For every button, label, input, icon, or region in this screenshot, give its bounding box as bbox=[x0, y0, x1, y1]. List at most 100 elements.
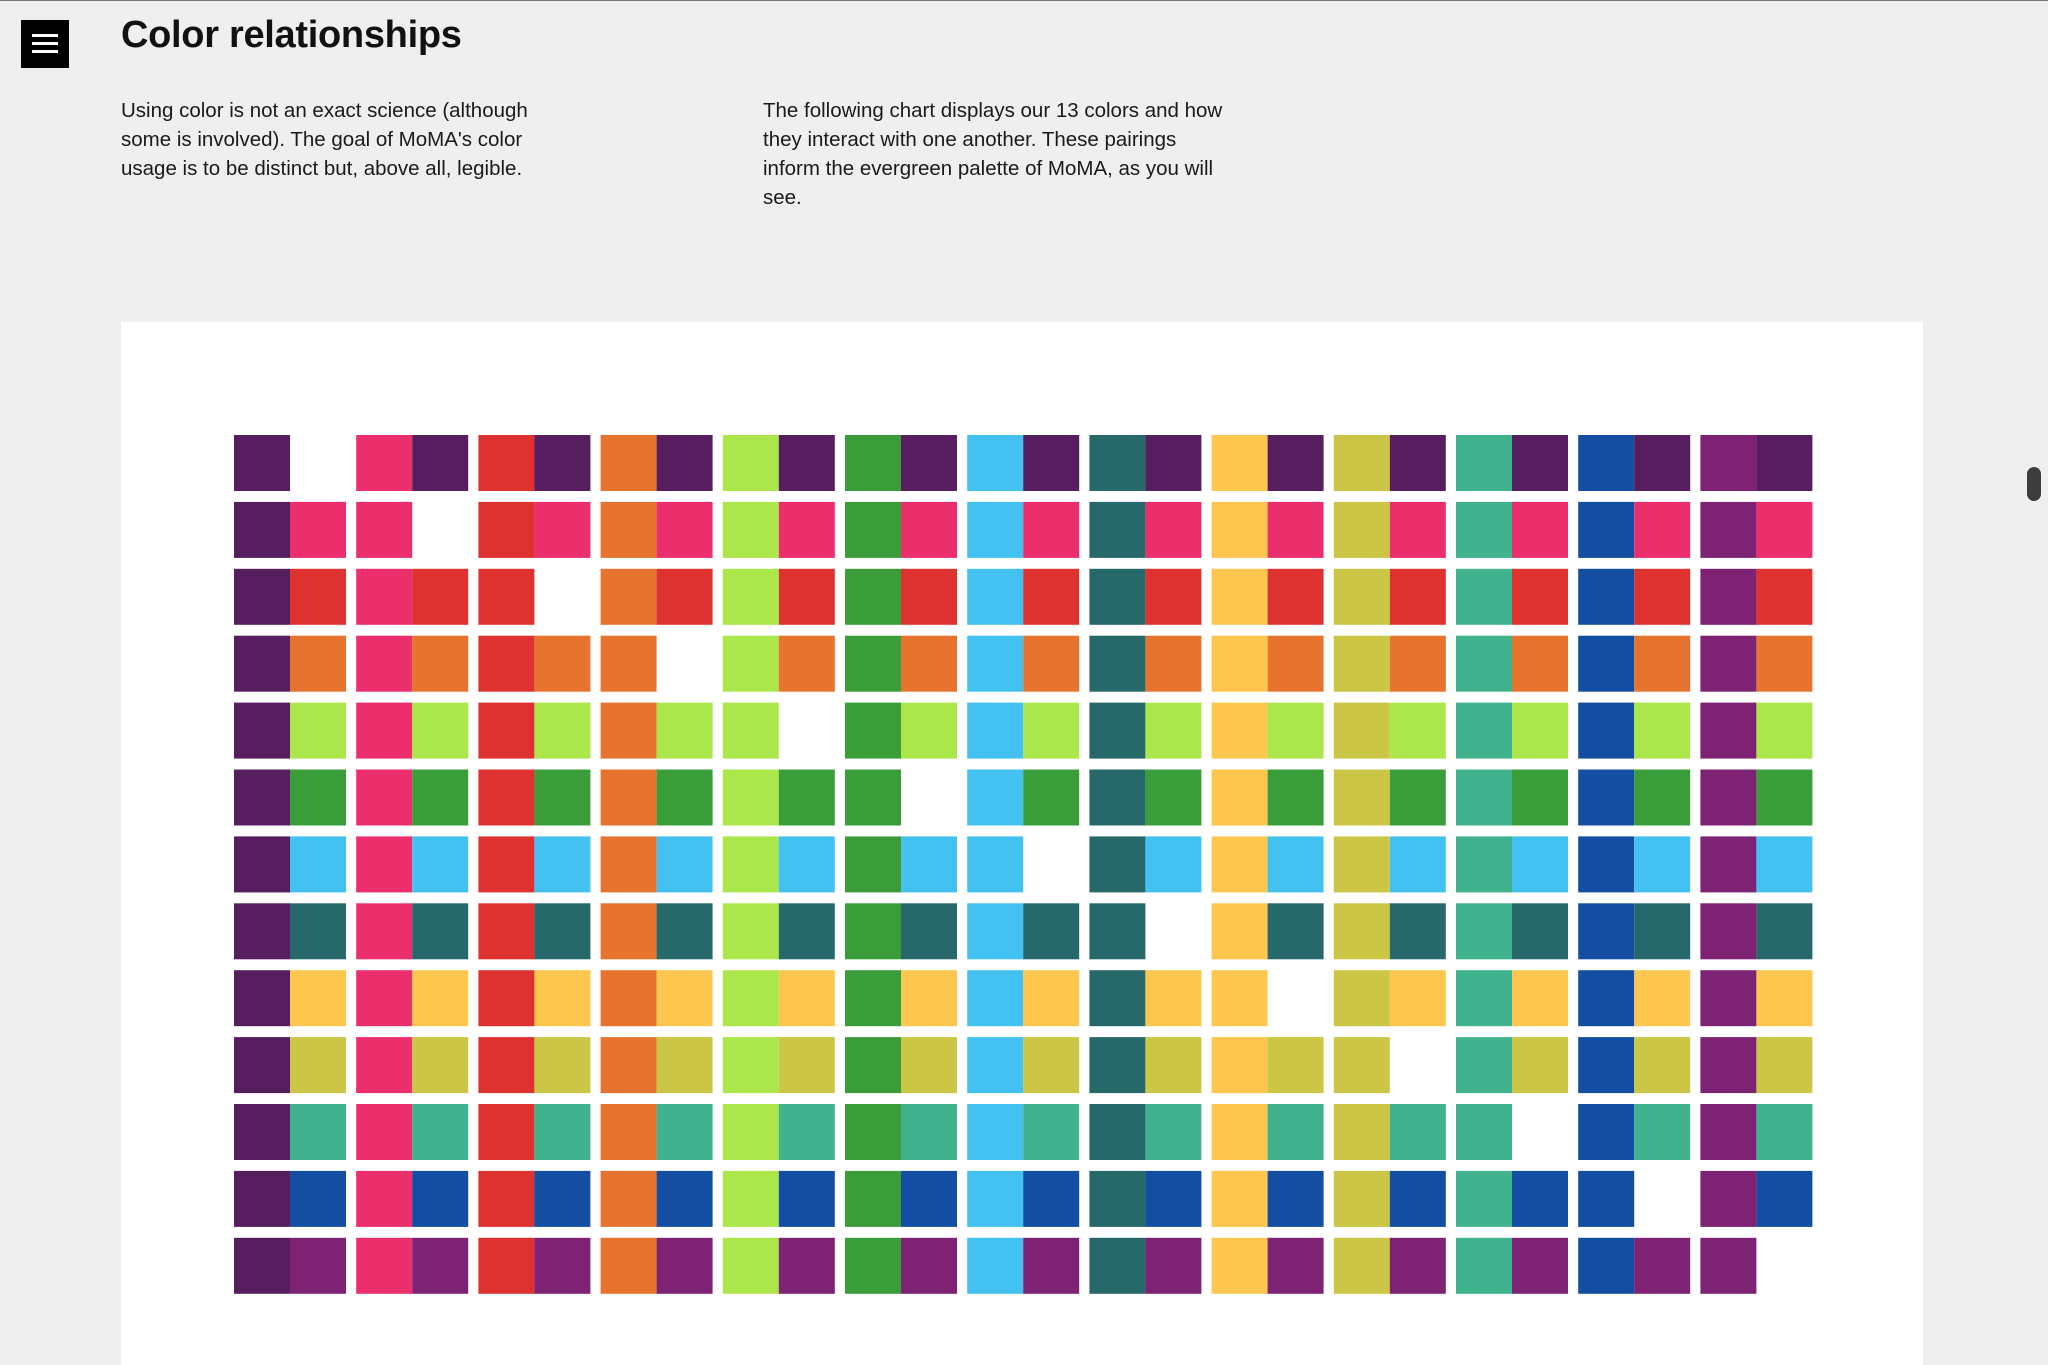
paired-color-swatch bbox=[1389, 970, 1446, 1027]
paired-color-swatch bbox=[1756, 435, 1813, 491]
pairing-cell bbox=[1089, 435, 1202, 491]
pairing-cell bbox=[600, 836, 713, 893]
paired-color-swatch bbox=[1389, 702, 1446, 759]
base-color-swatch bbox=[356, 769, 413, 826]
base-color-swatch bbox=[1089, 1170, 1146, 1227]
base-color-swatch bbox=[1700, 702, 1757, 759]
paired-color-swatch bbox=[1389, 769, 1446, 826]
pairing-cell bbox=[356, 769, 469, 826]
scrollbar-thumb[interactable] bbox=[2027, 467, 2041, 501]
base-color-swatch bbox=[1333, 435, 1390, 491]
pairing-cell bbox=[600, 1170, 713, 1227]
pairing-cell bbox=[967, 1237, 1080, 1294]
paired-color-swatch bbox=[1023, 635, 1080, 692]
pairing-cell bbox=[1211, 903, 1324, 960]
pairing-cell bbox=[478, 1170, 591, 1227]
paired-color-swatch bbox=[534, 1237, 591, 1294]
base-color-swatch bbox=[234, 769, 290, 826]
base-color-swatch bbox=[600, 903, 657, 960]
base-color-swatch bbox=[967, 501, 1024, 558]
paired-color-swatch bbox=[1756, 501, 1813, 558]
base-color-swatch bbox=[234, 635, 290, 692]
base-color-swatch bbox=[1578, 970, 1635, 1027]
pairing-cell bbox=[1333, 1104, 1446, 1160]
pairing-cell bbox=[1578, 568, 1691, 625]
paired-color-swatch bbox=[1634, 1037, 1691, 1094]
pairing-cell bbox=[1578, 836, 1691, 893]
base-color-swatch bbox=[722, 836, 779, 893]
paired-color-swatch bbox=[1634, 836, 1691, 893]
pairing-cell bbox=[1700, 903, 1813, 960]
paired-color-swatch bbox=[901, 836, 957, 893]
paired-color-swatch bbox=[656, 836, 713, 893]
base-color-swatch bbox=[845, 903, 901, 960]
base-color-swatch bbox=[967, 769, 1024, 826]
base-color-swatch bbox=[1211, 702, 1268, 759]
paired-color-swatch bbox=[1389, 1237, 1446, 1294]
pairing-cell bbox=[600, 970, 713, 1027]
base-color-swatch bbox=[1578, 435, 1635, 491]
paired-color-swatch bbox=[1267, 903, 1324, 960]
base-color-swatch bbox=[967, 1037, 1024, 1094]
base-color-swatch bbox=[478, 501, 535, 558]
intro-paragraph-right: The following chart displays our 13 colo… bbox=[763, 99, 1223, 209]
pairing-cell bbox=[600, 435, 713, 491]
page-title: Color relationships bbox=[121, 14, 462, 56]
paired-color-swatch bbox=[534, 501, 591, 558]
base-color-swatch bbox=[600, 435, 657, 491]
base-color-swatch bbox=[845, 1170, 901, 1227]
base-color-swatch bbox=[1089, 1237, 1146, 1294]
pairing-cell bbox=[1700, 501, 1813, 558]
paired-color-swatch bbox=[1023, 970, 1080, 1027]
base-color-swatch bbox=[1456, 435, 1512, 491]
paired-color-swatch bbox=[1267, 568, 1324, 625]
base-color-swatch bbox=[1211, 836, 1268, 893]
base-color-swatch bbox=[478, 836, 535, 893]
base-color-swatch bbox=[600, 501, 657, 558]
base-color-swatch bbox=[478, 435, 535, 491]
pairing-cell bbox=[1578, 1104, 1691, 1160]
pairing-cell bbox=[1211, 970, 1268, 1027]
pairing-cell bbox=[356, 635, 469, 692]
base-color-swatch bbox=[234, 970, 290, 1027]
pairing-cell bbox=[1456, 702, 1568, 759]
paired-color-swatch bbox=[1634, 702, 1691, 759]
pairing-cell bbox=[478, 836, 591, 893]
pairing-cell bbox=[845, 635, 957, 692]
pairing-cell bbox=[600, 1037, 713, 1094]
base-color-swatch bbox=[234, 1037, 290, 1094]
hamburger-menu-icon[interactable] bbox=[21, 20, 69, 68]
paired-color-swatch bbox=[1023, 702, 1080, 759]
base-color-swatch bbox=[234, 1237, 290, 1294]
pairing-cell bbox=[1456, 501, 1568, 558]
paired-color-swatch bbox=[778, 568, 835, 625]
pairing-cell bbox=[1700, 702, 1813, 759]
pairing-cell bbox=[1578, 903, 1691, 960]
pairing-cell bbox=[1578, 635, 1691, 692]
paired-color-swatch bbox=[290, 635, 346, 692]
pairing-cell bbox=[1211, 1104, 1324, 1160]
paired-color-swatch bbox=[290, 501, 346, 558]
paired-color-swatch bbox=[290, 1170, 346, 1227]
base-color-swatch bbox=[1089, 501, 1146, 558]
paired-color-swatch bbox=[1145, 1170, 1202, 1227]
base-color-swatch bbox=[1456, 769, 1512, 826]
paired-color-swatch bbox=[534, 1037, 591, 1094]
base-color-swatch bbox=[1333, 1170, 1390, 1227]
pairing-cell bbox=[1333, 1037, 1390, 1094]
paired-color-swatch bbox=[1267, 1237, 1324, 1294]
paired-color-swatch bbox=[412, 1104, 469, 1160]
base-color-swatch bbox=[478, 635, 535, 692]
pairing-cell bbox=[1211, 501, 1324, 558]
pairing-cell bbox=[1333, 1170, 1446, 1227]
paired-color-swatch bbox=[1512, 635, 1568, 692]
base-color-swatch bbox=[1089, 568, 1146, 625]
pairing-cell bbox=[1578, 702, 1691, 759]
base-color-swatch bbox=[1700, 970, 1757, 1027]
pairing-cell bbox=[478, 435, 591, 491]
paired-color-swatch bbox=[656, 1170, 713, 1227]
base-color-swatch bbox=[1456, 1237, 1512, 1294]
paired-color-swatch bbox=[656, 970, 713, 1027]
pairing-cell bbox=[1211, 1170, 1324, 1227]
paired-color-swatch bbox=[1756, 1170, 1813, 1227]
